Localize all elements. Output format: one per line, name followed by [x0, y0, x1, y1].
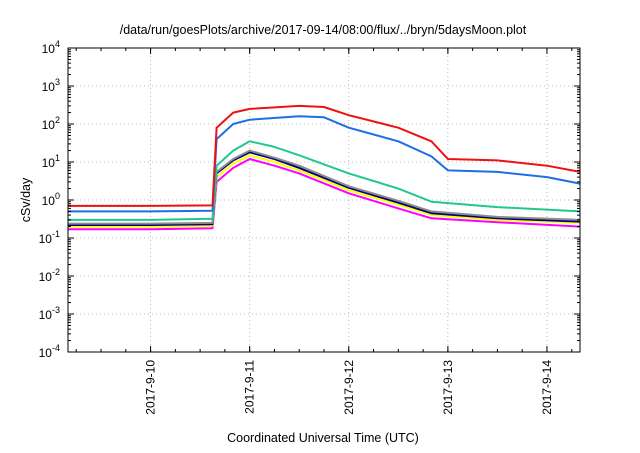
axes: 10-4 10-3 10-2 10-1 100 101 102 103 104 2017-9-10…: [39, 39, 580, 415]
series-line-4: [68, 149, 581, 225]
series-line-2: [68, 154, 581, 228]
series-line-3: [68, 151, 581, 226]
y-tick-label: 10-4: [39, 343, 60, 360]
x-tick-label: 2017-9-14: [540, 360, 554, 415]
series-line-7: [68, 104, 581, 207]
series-layer: [68, 104, 581, 231]
x-tick-label: 2017-9-11: [243, 360, 257, 414]
y-tick-label: 100: [42, 191, 60, 208]
grid: [68, 48, 580, 352]
y-axis-label: cSv/day: [19, 177, 33, 222]
y-tick-label: 101: [42, 153, 60, 170]
x-tick-label: 2017-9-13: [441, 360, 455, 415]
y-tick-label: 102: [42, 115, 60, 132]
y-tick-label: 103: [42, 77, 60, 94]
y-tick-label: 104: [42, 39, 60, 56]
y-tick-label: 10-1: [39, 229, 60, 246]
y-tick-label: 10-3: [39, 305, 60, 322]
chart-title: /data/run/goesPlots/archive/2017-09-14/0…: [120, 23, 527, 37]
series-line-5: [68, 140, 581, 221]
x-axis-label: Coordinated Universal Time (UTC): [227, 431, 419, 445]
x-tick-label: 2017-9-12: [342, 360, 356, 415]
series-line-1: [68, 158, 581, 231]
y-tick-label: 10-2: [39, 267, 60, 284]
x-tick-label: 2017-9-10: [144, 360, 158, 415]
